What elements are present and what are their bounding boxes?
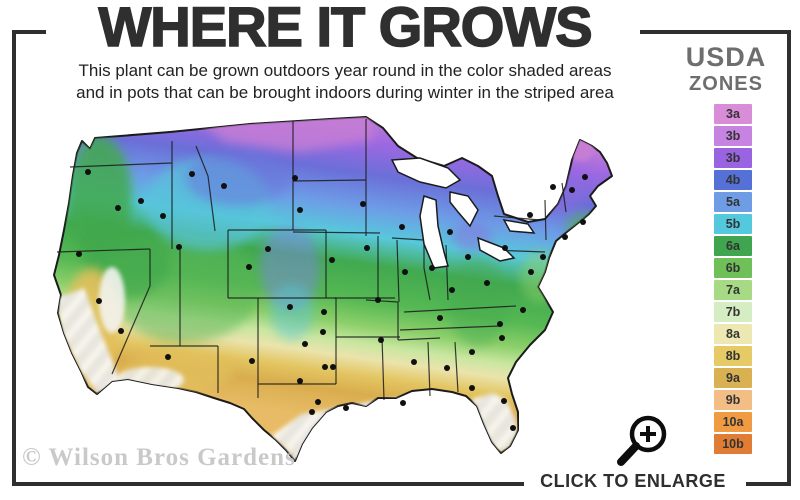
- frame-bottom-dash: [746, 482, 791, 486]
- legend-title-zones: ZONES: [689, 73, 763, 95]
- watermark: © Wilson Bros Gardens: [22, 444, 296, 471]
- frame-top-left-segment: [12, 30, 46, 34]
- frame-right-border: [787, 30, 791, 486]
- zone-swatch-3b-1: 3b: [714, 126, 752, 146]
- frame-top-right-segment: [640, 30, 791, 34]
- zone-swatch-10b-15: 10b: [714, 434, 752, 454]
- zone-swatch-5b-5: 5b: [714, 214, 752, 234]
- great-lakes: [390, 157, 536, 269]
- zone-swatch-4b-3: 4b: [714, 170, 752, 190]
- zone-swatch-7b-9: 7b: [714, 302, 752, 322]
- zone-swatch-7a-8: 7a: [714, 280, 752, 300]
- zone-swatch-6b-7: 6b: [714, 258, 752, 278]
- zone-swatch-8b-11: 8b: [714, 346, 752, 366]
- zone-swatch-6a-6: 6a: [714, 236, 752, 256]
- subtitle-line-2: and in pots that can be brought indoors …: [76, 83, 614, 103]
- subtitle: This plant can be grown outdoors year ro…: [45, 60, 645, 105]
- legend-header: USDA ZONES: [676, 42, 776, 95]
- zone-swatch-10a-14: 10a: [714, 412, 752, 432]
- zone-swatch-3a-0: 3a: [714, 104, 752, 124]
- page-title: WHERE IT GROWS: [98, 0, 594, 59]
- zone-swatch-5a-4: 5a: [714, 192, 752, 212]
- frame-bottom-border: [12, 482, 524, 486]
- zone-swatch-8a-10: 8a: [714, 324, 752, 344]
- zone-legend: 3a 3b 3b 4b 5a 5b 6a 6b 7a 7b 8a 8b 9a 9b 10a 10b: [714, 104, 754, 456]
- zone-swatch-3b-2: 3b: [714, 148, 752, 168]
- city-dots: [76, 169, 588, 431]
- click-to-enlarge-label[interactable]: CLICK TO ENLARGE: [540, 471, 726, 491]
- frame-left-border: [12, 30, 16, 486]
- zone-swatch-9a-12: 9a: [714, 368, 752, 388]
- subtitle-line-1: This plant can be grown outdoors year ro…: [78, 61, 612, 80]
- zone-swatch-9b-13: 9b: [714, 390, 752, 410]
- magnifying-glass-plus-icon[interactable]: [608, 406, 680, 472]
- legend-title-usda: USDA: [685, 42, 767, 72]
